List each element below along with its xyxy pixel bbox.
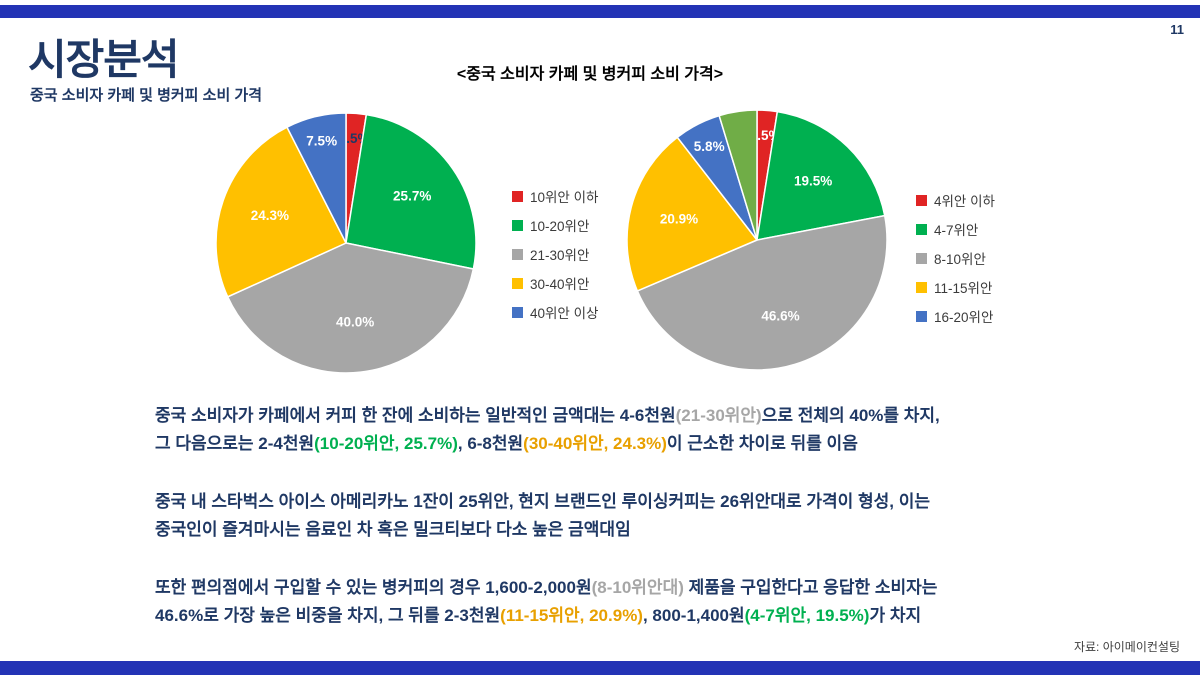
- legend-swatch: [916, 310, 927, 322]
- legend-swatch: [512, 277, 523, 289]
- legend-label: 10위안 이하: [530, 190, 599, 205]
- legend-bottled-price: 4위안 이하 4-7위안 8-10위안 11-15위안 16-20위안: [916, 190, 995, 335]
- legend-swatch: [916, 194, 927, 206]
- legend-swatch: [916, 223, 927, 235]
- text-segment: 46.6%로 가장 높은 비중을 차지, 그 뒤를 2-3천원: [155, 606, 501, 625]
- legend-item: 11-15위안: [916, 277, 995, 297]
- legend-label: 10-20위안: [530, 219, 590, 234]
- pie-slice-value-label: 7.5%: [306, 133, 337, 148]
- legend-item: 4-7위안: [916, 219, 995, 239]
- legend-item: 10-20위안: [512, 215, 598, 235]
- text-segment: 중국 소비자가 카페에서 커피 한 잔에 소비하는 일반적인 금액대는 4-6천…: [155, 406, 676, 425]
- legend-label: 21-30위안: [530, 248, 590, 263]
- body-paragraph: 또한 편의점에서 구입할 수 있는 병커피의 경우 1,600-2,000원(8…: [155, 574, 1080, 630]
- legend-item: 16-20위안: [916, 306, 995, 326]
- legend-item: 8-10위안: [916, 248, 995, 268]
- slide-subtitle: 중국 소비자 카페 및 병커피 소비 가격: [30, 87, 263, 104]
- body-text: 중국 소비자가 카페에서 커피 한 잔에 소비하는 일반적인 금액대는 4-6천…: [155, 402, 1080, 660]
- legend-item: 10위안 이하: [512, 186, 598, 206]
- legend-item: 21-30위안: [512, 244, 598, 264]
- pie-chart-cafe-price: 2.5%25.7%40.0%24.3%7.5%: [215, 112, 477, 374]
- text-segment: 그 다음으로는 2-4천원: [155, 434, 315, 453]
- text-segment: (30-40위안, 24.3%): [523, 434, 667, 453]
- text-segment: 으로 전체의 40%를 차지,: [761, 406, 940, 425]
- text-segment: 중국인이 즐겨마시는 음료인 차 혹은 밀크티보다 다소 높은 금액대임: [155, 520, 631, 539]
- pie-chart-bottled-price: 2.5%19.5%46.6%20.9%5.8%: [626, 109, 888, 371]
- text-segment: (10-20위안, 25.7%): [314, 434, 458, 453]
- legend-swatch: [512, 248, 523, 260]
- legend-swatch: [512, 306, 523, 318]
- legend-label: 8-10위안: [934, 252, 986, 267]
- text-segment: 제품을 구입한다고 응답한 소비자는: [683, 578, 938, 597]
- pie-slice: [756, 110, 886, 241]
- pie-slice: [626, 136, 759, 292]
- text-segment: 이 근소한 차이로 뒤를 이음: [666, 434, 858, 453]
- pie-slice-value-label: 25.7%: [393, 189, 431, 204]
- slide-title: 시장분석: [28, 36, 180, 83]
- text-segment: (21-30위안): [675, 406, 762, 425]
- text-segment: (11-15위안, 20.9%): [500, 606, 643, 625]
- legend-label: 11-15위안: [934, 281, 993, 296]
- pie-slice-value-label: 19.5%: [794, 174, 832, 189]
- legend-swatch: [916, 252, 927, 264]
- legend-item: 40위안 이상: [512, 302, 598, 322]
- pie-slice: [215, 126, 348, 298]
- chart-heading: <중국 소비자 카페 및 병커피 소비 가격>: [456, 66, 724, 83]
- pie-slice: [285, 112, 347, 244]
- text-segment: 중국 내 스타벅스 아이스 아메리카노 1잔이 25위안, 현지 브랜드인 루이…: [155, 492, 930, 511]
- pie-slice-value-label: 24.3%: [251, 208, 289, 223]
- pie-slice: [636, 214, 888, 371]
- legend-label: 4-7위안: [934, 223, 979, 238]
- body-paragraph: 중국 소비자가 카페에서 커피 한 잔에 소비하는 일반적인 금액대는 4-6천…: [155, 402, 1080, 458]
- page-number: 11: [1170, 22, 1184, 37]
- text-segment: 가 차지: [869, 606, 922, 625]
- pie-slice: [226, 242, 475, 374]
- legend-label: 16-20위안: [934, 310, 994, 325]
- text-segment: 또한 편의점에서 구입할 수 있는 병커피의 경우 1,600-2,000원: [155, 578, 592, 597]
- pie-slice-value-label: 20.9%: [660, 211, 698, 226]
- top-accent-bar: [0, 5, 1200, 18]
- pie-slice: [718, 109, 758, 241]
- legend-cafe-price: 10위안 이하 10-20위안 21-30위안 30-40위안 40위안 이상: [512, 186, 598, 331]
- legend-swatch: [512, 219, 523, 231]
- legend-item: 30-40위안: [512, 273, 598, 293]
- legend-swatch: [916, 281, 927, 293]
- pie-slice-value-label: 46.6%: [761, 309, 799, 324]
- text-segment: , 800-1,400원: [642, 606, 745, 625]
- legend-item: 4위안 이하: [916, 190, 995, 210]
- legend-label: 40위안 이상: [530, 306, 599, 321]
- text-segment: (8-10위안대): [591, 578, 684, 597]
- source-note: 자료: 아이메이컨설팅: [1073, 640, 1180, 654]
- text-segment: (4-7위안, 19.5%): [744, 606, 870, 625]
- pie-slice-value-label: 40.0%: [336, 315, 374, 330]
- legend-swatch: [512, 190, 523, 202]
- legend-label: 30-40위안: [530, 277, 590, 292]
- pie-slice-value-label: 5.8%: [694, 139, 725, 154]
- bottom-accent-bar: [0, 661, 1200, 675]
- pie-slice: [345, 113, 477, 270]
- legend-label: 4위안 이하: [934, 194, 995, 209]
- text-segment: , 6-8천원: [457, 434, 524, 453]
- body-paragraph: 중국 내 스타벅스 아이스 아메리카노 1잔이 25위안, 현지 브랜드인 루이…: [155, 488, 1080, 544]
